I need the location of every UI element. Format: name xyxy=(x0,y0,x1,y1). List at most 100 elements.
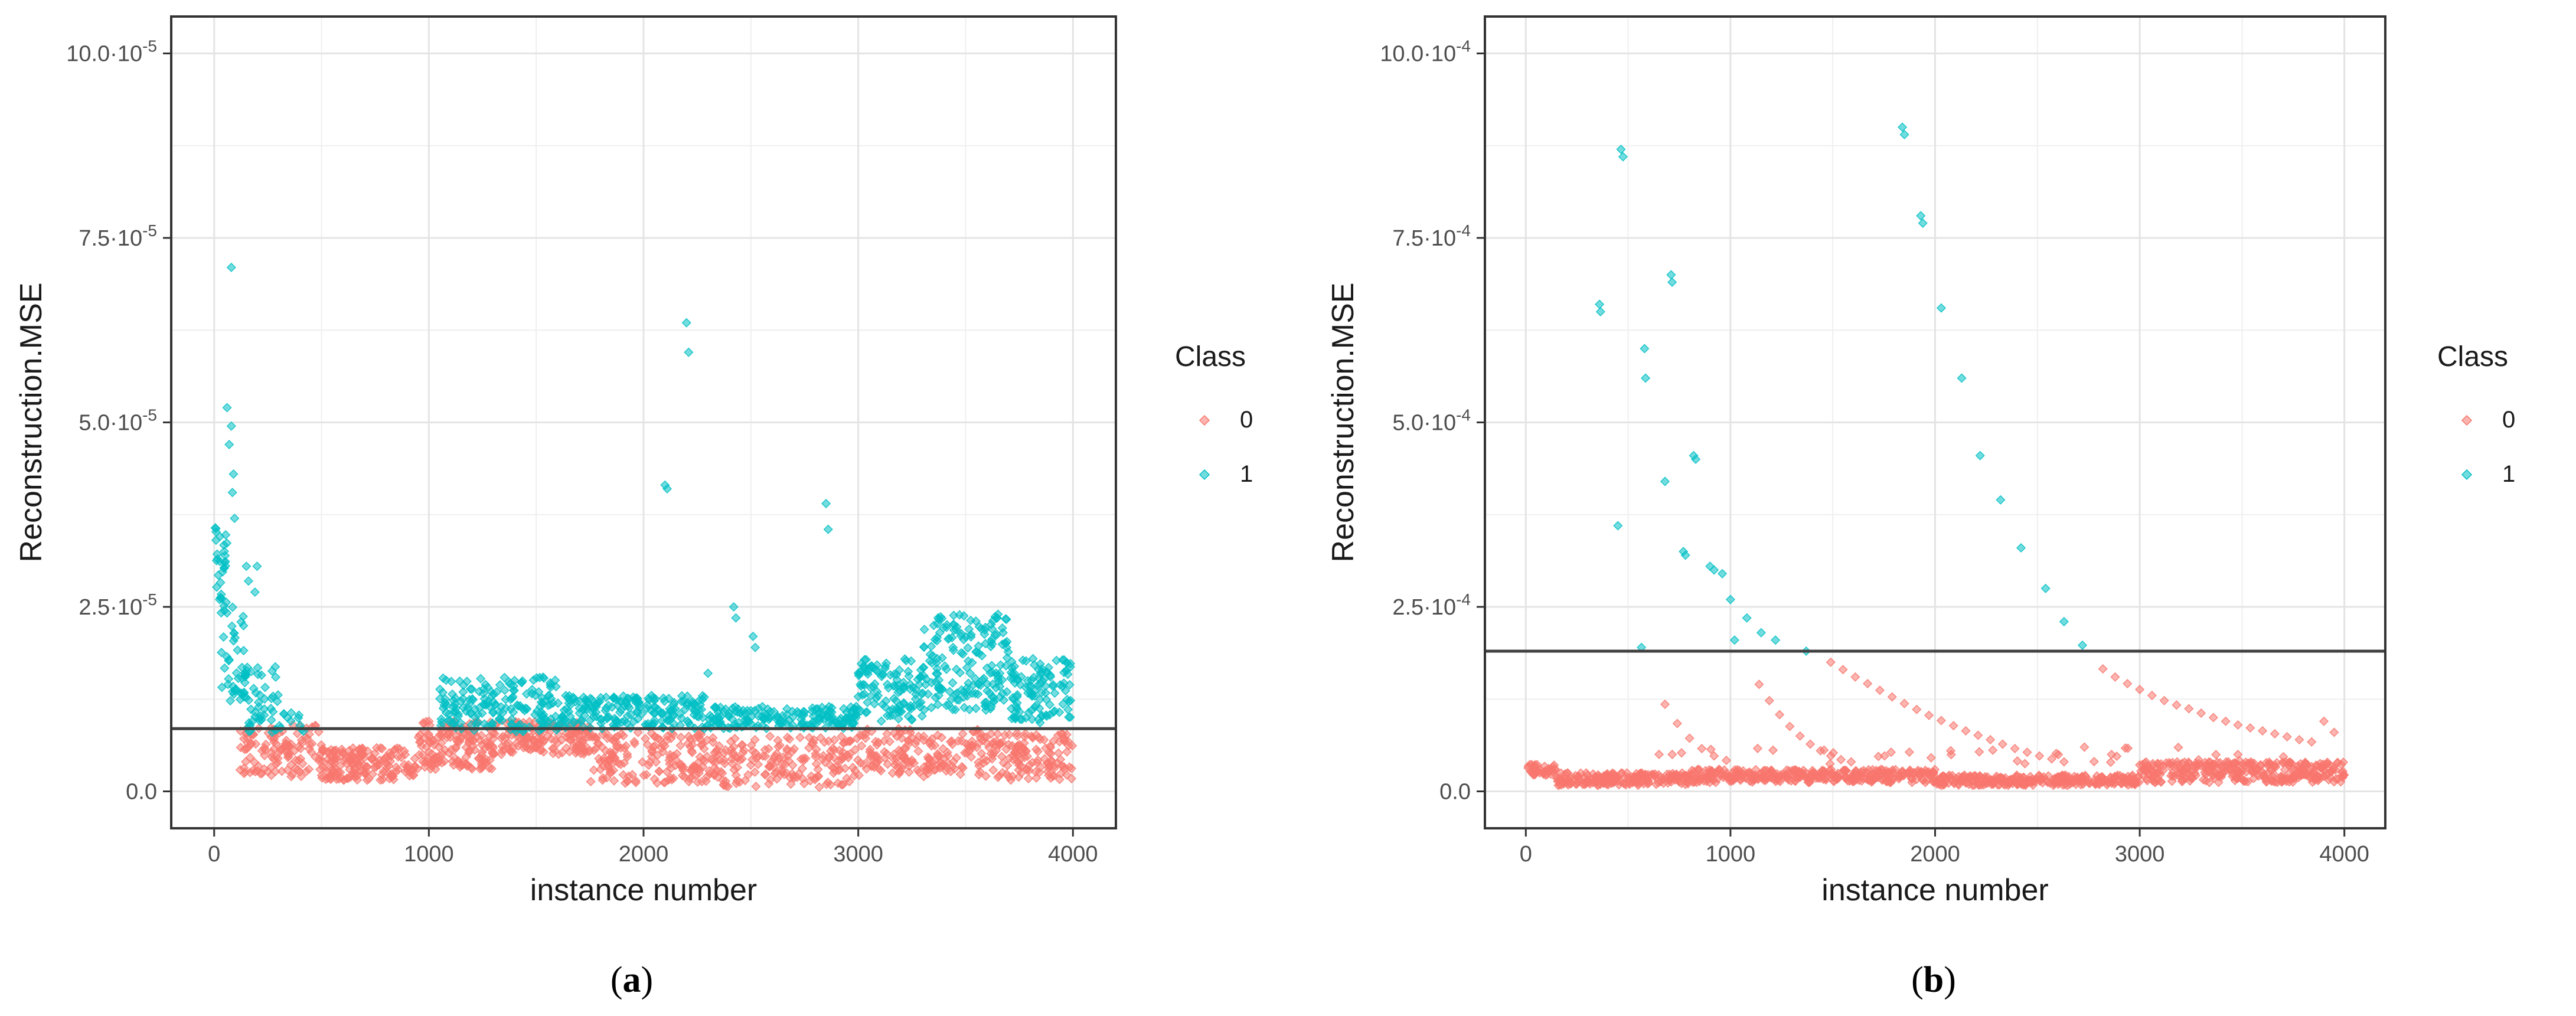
chart-a-point-class-0 xyxy=(497,741,507,752)
chart-a-point-class-1 xyxy=(215,531,225,541)
chart-a-point-class-1 xyxy=(569,717,579,727)
chart-b-point-class-0 xyxy=(2135,684,2145,695)
chart-a-point-class-1 xyxy=(1033,681,1043,691)
chart-a-point-class-1 xyxy=(1007,714,1017,724)
chart-b-point-class-1 xyxy=(1641,373,1651,383)
chart-b-point-class-0 xyxy=(2233,749,2243,760)
chart-a-point-class-0 xyxy=(664,755,674,765)
chart-a-point-class-1 xyxy=(441,675,451,685)
chart-a-point-class-0 xyxy=(933,730,943,740)
chart-a-point-class-0 xyxy=(371,762,381,772)
chart-a-point-class-0 xyxy=(1004,753,1014,763)
chart-a-y-axis-title: Reconstruction.MSE xyxy=(14,283,48,563)
chart-a-point-class-1 xyxy=(827,703,837,713)
chart-b-point-class-0 xyxy=(1532,760,1542,770)
chart-a-point-class-0 xyxy=(708,737,718,747)
chart-b-point-class-0 xyxy=(1549,764,1560,774)
chart-a-point-class-1 xyxy=(615,707,625,717)
chart-b-point-class-0 xyxy=(1768,768,1778,778)
chart-b-point-class-0 xyxy=(2245,759,2255,769)
chart-a-point-class-1 xyxy=(1057,655,1067,665)
chart-a-point-class-1 xyxy=(1033,714,1043,724)
chart-a-point-class-0 xyxy=(1054,775,1065,785)
chart-a-point-class-0 xyxy=(1066,773,1076,783)
chart-a-point-class-1 xyxy=(861,707,871,717)
chart-a-point-class-1 xyxy=(941,664,952,674)
chart-a-point-class-0 xyxy=(619,743,629,753)
chart-a-point-class-1 xyxy=(906,656,916,666)
chart-a-series-0 xyxy=(235,716,1078,792)
chart-a-point-class-0 xyxy=(553,738,563,748)
chart-a-point-class-1 xyxy=(657,708,667,718)
chart-b-point-class-0 xyxy=(1826,751,1836,761)
chart-a-y-tick-label: 0.0 xyxy=(126,780,157,805)
chart-a-point-class-1 xyxy=(923,689,933,699)
chart-b-point-class-0 xyxy=(2245,723,2255,733)
chart-a-point-class-1 xyxy=(231,684,241,694)
chart-b-point-class-0 xyxy=(1654,749,1664,759)
chart-a-point-class-0 xyxy=(837,731,847,741)
chart-a-point-class-1 xyxy=(995,681,1005,691)
chart-a-point-class-0 xyxy=(548,744,559,754)
chart-b-point-class-0 xyxy=(2205,761,2215,771)
chart-a-point-class-0 xyxy=(797,763,808,773)
chart-b-y-tick-label: 0.0 xyxy=(1439,780,1471,805)
chart-a-point-class-0 xyxy=(837,780,847,790)
chart-a-point-class-0 xyxy=(589,765,599,775)
chart-a-point-class-1 xyxy=(1018,655,1028,665)
chart-a-point-class-0 xyxy=(649,731,660,741)
chart-a-point-class-1 xyxy=(467,694,478,704)
chart-a-point-class-0 xyxy=(449,752,459,762)
chart-a-point-class-0 xyxy=(1040,754,1050,764)
chart-a-point-class-0 xyxy=(949,764,960,774)
chart-a-point-class-0 xyxy=(938,744,948,754)
chart-a-point-class-0 xyxy=(429,740,439,750)
chart-b-point-class-0 xyxy=(1899,698,1909,708)
chart-a-point-class-0 xyxy=(929,765,939,775)
chart-a-point-class-1 xyxy=(680,704,690,714)
chart-a-point-class-1 xyxy=(1008,692,1018,703)
chart-a-point-class-0 xyxy=(1014,772,1024,782)
chart-b-point-class-0 xyxy=(1994,774,2004,784)
chart-b-point-class-0 xyxy=(2237,775,2248,785)
chart-a-point-class-1 xyxy=(1016,672,1026,682)
chart-a-point-class-1 xyxy=(731,613,741,623)
chart-b-point-class-0 xyxy=(1825,759,1835,769)
chart-a-point-class-0 xyxy=(882,729,892,739)
chart-a-point-class-0 xyxy=(775,740,785,750)
chart-a-y-tick-label: 7.5·10-5 xyxy=(79,221,157,251)
chart-b-point-class-0 xyxy=(1573,776,1584,786)
chart-a-point-class-1 xyxy=(528,675,538,685)
chart-a-point-class-0 xyxy=(640,734,651,744)
chart-a-point-class-0 xyxy=(881,749,892,759)
chart-b-point-class-0 xyxy=(2130,778,2140,788)
chart-a-point-class-1 xyxy=(970,688,981,699)
chart-b-point-class-0 xyxy=(1826,769,1836,779)
chart-a-point-class-1 xyxy=(859,661,869,671)
chart-a-point-class-1 xyxy=(226,262,236,273)
chart-a-point-class-0 xyxy=(834,746,844,756)
chart-b-point-class-0 xyxy=(1695,776,1705,786)
chart-a-point-class-1 xyxy=(550,675,560,685)
chart-b-point-class-0 xyxy=(2076,780,2086,790)
chart-a-point-class-0 xyxy=(1012,728,1022,738)
chart-b-point-class-0 xyxy=(1726,773,1736,783)
chart-b-point-class-0 xyxy=(1852,770,1862,781)
chart-a-point-class-1 xyxy=(669,700,679,710)
chart-a-point-class-0 xyxy=(539,736,549,746)
chart-a-point-class-1 xyxy=(266,704,276,714)
chart-a-point-class-0 xyxy=(476,763,487,773)
chart-a-point-class-1 xyxy=(919,642,929,652)
chart-a-point-class-1 xyxy=(684,347,694,357)
chart-a-point-class-1 xyxy=(947,632,957,643)
chart-a-point-class-1 xyxy=(473,717,483,727)
chart-a-point-class-1 xyxy=(1010,678,1020,688)
chart-a-point-class-1 xyxy=(476,674,486,684)
chart-a-point-class-0 xyxy=(631,777,641,788)
chart-a-point-class-0 xyxy=(738,748,748,758)
chart-b-point-class-0 xyxy=(1775,710,1785,720)
chart-a-point-class-1 xyxy=(870,679,880,689)
chart-b-point-class-0 xyxy=(2208,713,2218,723)
chart-a-point-class-0 xyxy=(409,770,419,780)
chart-b-point-class-0 xyxy=(2051,749,2061,759)
